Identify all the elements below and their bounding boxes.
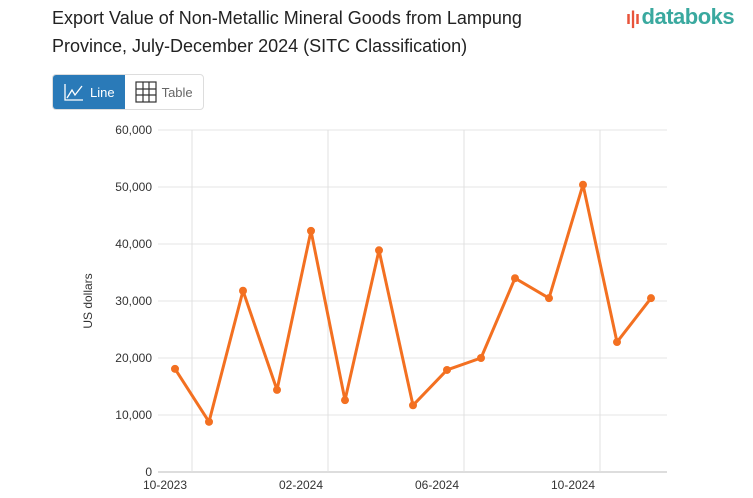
data-point[interactable]	[273, 385, 281, 394]
y-tick-label: 60,000	[115, 123, 152, 137]
x-tick-label: 10-2024	[551, 478, 595, 492]
table-view-button[interactable]: Table	[125, 75, 203, 109]
databoks-logo: ı|ıdataboks	[626, 4, 735, 30]
data-point[interactable]	[613, 338, 621, 347]
data-point[interactable]	[341, 396, 349, 405]
line-view-button[interactable]: Line	[53, 75, 125, 109]
data-point[interactable]	[171, 364, 179, 373]
y-tick-label: 40,000	[115, 237, 152, 251]
table-label: Table	[161, 84, 193, 100]
x-tick-label: 06-2024	[415, 478, 459, 492]
x-tick-label: 10-2023	[143, 478, 187, 492]
logo-text: databoks	[641, 4, 735, 29]
y-tick-label: 50,000	[115, 180, 152, 194]
data-point[interactable]	[545, 294, 553, 303]
data-point[interactable]	[307, 226, 315, 235]
data-point[interactable]	[205, 417, 213, 426]
line-label: Line	[90, 84, 115, 100]
data-point[interactable]	[647, 294, 655, 303]
y-tick-label: 30,000	[115, 294, 152, 308]
data-point[interactable]	[443, 365, 451, 374]
x-tick-label: 02-2024	[279, 478, 323, 492]
data-point[interactable]	[511, 274, 519, 283]
series-line	[173, 183, 653, 424]
table-grid-icon	[134, 81, 157, 103]
data-point[interactable]	[239, 286, 247, 295]
data-point[interactable]	[477, 354, 485, 362]
view-toggle: Line Table	[52, 74, 204, 110]
data-point[interactable]	[409, 401, 417, 410]
y-tick-label: 20,000	[115, 351, 152, 365]
data-point[interactable]	[375, 246, 383, 255]
logo-bars-icon: ı|ı	[626, 8, 640, 28]
y-axis-label: US dollars	[81, 273, 95, 328]
line-chart-icon	[64, 84, 83, 101]
data-point[interactable]	[579, 180, 587, 189]
y-tick-label: 10,000	[115, 408, 152, 422]
y-tick-label: 0	[145, 465, 152, 479]
chart-title: Export Value of Non-Metallic Mineral Goo…	[52, 8, 522, 56]
